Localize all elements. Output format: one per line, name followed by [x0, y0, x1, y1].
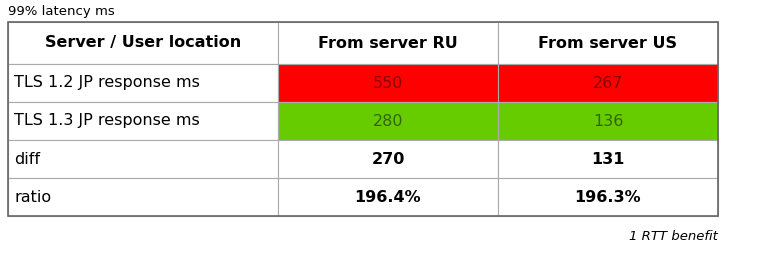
Bar	[498, 178, 718, 216]
Bar	[498, 140, 718, 178]
Bar	[8, 102, 278, 140]
Bar	[8, 22, 278, 64]
Bar	[8, 178, 278, 216]
Bar	[498, 102, 718, 140]
Bar	[498, 22, 718, 64]
Bar	[278, 102, 498, 140]
Bar	[278, 178, 498, 216]
Text: TLS 1.2 JP response ms: TLS 1.2 JP response ms	[14, 76, 200, 91]
Text: 550: 550	[373, 76, 403, 91]
Text: From server US: From server US	[538, 36, 678, 51]
Bar	[278, 140, 498, 178]
Text: 196.4%: 196.4%	[355, 189, 421, 205]
Text: 280: 280	[373, 114, 403, 128]
Text: 136: 136	[593, 114, 623, 128]
Text: diff: diff	[14, 151, 40, 166]
Bar	[278, 64, 498, 102]
Text: TLS 1.3 JP response ms: TLS 1.3 JP response ms	[14, 114, 200, 128]
Text: Server / User location: Server / User location	[45, 36, 241, 51]
Text: 131: 131	[591, 151, 625, 166]
Text: 270: 270	[371, 151, 405, 166]
Text: 267: 267	[593, 76, 623, 91]
Bar	[8, 22, 718, 216]
Text: 99% latency ms: 99% latency ms	[8, 5, 115, 18]
Text: From server RU: From server RU	[318, 36, 458, 51]
Bar	[278, 22, 498, 64]
Text: ratio: ratio	[14, 189, 51, 205]
Text: 196.3%: 196.3%	[575, 189, 641, 205]
Bar	[498, 64, 718, 102]
Bar	[8, 64, 278, 102]
Text: 1 RTT benefit: 1 RTT benefit	[629, 230, 718, 243]
Bar	[8, 140, 278, 178]
